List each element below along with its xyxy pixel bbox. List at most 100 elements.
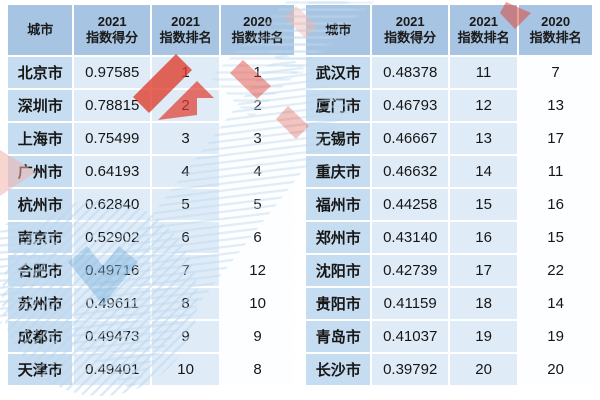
table-row: 天津市 0.49401 10 8 bbox=[8, 354, 294, 385]
table-row: 杭州市 0.62840 5 5 bbox=[8, 189, 294, 220]
score-cell: 0.44258 bbox=[372, 189, 448, 220]
table-row: 青岛市 0.41037 19 19 bbox=[306, 321, 592, 352]
rank-2020-cell: 14 bbox=[519, 288, 592, 319]
rank-2021-cell: 12 bbox=[449, 90, 518, 121]
city-cell: 厦门市 bbox=[306, 90, 371, 121]
rank-2020-cell: 22 bbox=[519, 255, 592, 286]
rank-2020-cell: 1 bbox=[221, 57, 294, 88]
city-cell: 合肥市 bbox=[8, 255, 73, 286]
table-row: 北京市 0.97585 1 1 bbox=[8, 57, 294, 88]
score-cell: 0.39792 bbox=[372, 354, 448, 385]
rank-2021-cell: 18 bbox=[449, 288, 518, 319]
score-cell: 0.75499 bbox=[74, 123, 150, 154]
col-header-city: 城市 bbox=[306, 5, 371, 55]
city-cell: 广州市 bbox=[8, 156, 73, 187]
score-cell: 0.64193 bbox=[74, 156, 150, 187]
table-row: 南京市 0.52902 6 6 bbox=[8, 222, 294, 253]
city-cell: 苏州市 bbox=[8, 288, 73, 319]
col-header-rank-2021: 2021 指数排名 bbox=[151, 5, 220, 55]
city-cell: 天津市 bbox=[8, 354, 73, 385]
score-cell: 0.41159 bbox=[372, 288, 448, 319]
city-cell: 上海市 bbox=[8, 123, 73, 154]
city-cell: 郑州市 bbox=[306, 222, 371, 253]
city-cell: 成都市 bbox=[8, 321, 73, 352]
header-row: 城市 2021 指数得分 2021 指数排名 2020 指数排名 bbox=[306, 5, 592, 55]
ranking-table-left: 城市 2021 指数得分 2021 指数排名 2020 指数排名 北京市 0.9… bbox=[6, 3, 296, 387]
score-cell: 0.49716 bbox=[74, 255, 150, 286]
col-header-rank-2020: 2020 指数排名 bbox=[221, 5, 294, 55]
rank-2021-cell: 19 bbox=[449, 321, 518, 352]
city-cell: 沈阳市 bbox=[306, 255, 371, 286]
score-cell: 0.43140 bbox=[372, 222, 448, 253]
score-cell: 0.41037 bbox=[372, 321, 448, 352]
table-row: 广州市 0.64193 4 4 bbox=[8, 156, 294, 187]
col-header-rank-2021: 2021 指数排名 bbox=[449, 5, 518, 55]
city-cell: 福州市 bbox=[306, 189, 371, 220]
ranking-table-right: 城市 2021 指数得分 2021 指数排名 2020 指数排名 武汉市 0.4… bbox=[304, 3, 594, 387]
city-cell: 深圳市 bbox=[8, 90, 73, 121]
table-row: 厦门市 0.46793 12 13 bbox=[306, 90, 592, 121]
score-cell: 0.46667 bbox=[372, 123, 448, 154]
rank-2021-cell: 7 bbox=[151, 255, 220, 286]
city-cell: 南京市 bbox=[8, 222, 73, 253]
table-row: 重庆市 0.46632 14 11 bbox=[306, 156, 592, 187]
rank-2021-cell: 9 bbox=[151, 321, 220, 352]
header-row: 城市 2021 指数得分 2021 指数排名 2020 指数排名 bbox=[8, 5, 294, 55]
rank-2020-cell: 17 bbox=[519, 123, 592, 154]
rank-2021-cell: 17 bbox=[449, 255, 518, 286]
col-header-rank-2020: 2020 指数排名 bbox=[519, 5, 592, 55]
city-cell: 长沙市 bbox=[306, 354, 371, 385]
col-header-score-2021: 2021 指数得分 bbox=[372, 5, 448, 55]
score-cell: 0.49473 bbox=[74, 321, 150, 352]
table-row: 成都市 0.49473 9 9 bbox=[8, 321, 294, 352]
rank-2021-cell: 8 bbox=[151, 288, 220, 319]
table-row: 沈阳市 0.42739 17 22 bbox=[306, 255, 592, 286]
rank-2020-cell: 15 bbox=[519, 222, 592, 253]
table-header: 城市 2021 指数得分 2021 指数排名 2020 指数排名 bbox=[306, 5, 592, 55]
rank-2020-cell: 8 bbox=[221, 354, 294, 385]
rank-2021-cell: 11 bbox=[449, 57, 518, 88]
table-row: 上海市 0.75499 3 3 bbox=[8, 123, 294, 154]
score-cell: 0.46632 bbox=[372, 156, 448, 187]
score-cell: 0.62840 bbox=[74, 189, 150, 220]
city-cell: 贵阳市 bbox=[306, 288, 371, 319]
score-cell: 0.48378 bbox=[372, 57, 448, 88]
score-cell: 0.97585 bbox=[74, 57, 150, 88]
rank-2020-cell: 16 bbox=[519, 189, 592, 220]
rank-2021-cell: 20 bbox=[449, 354, 518, 385]
rank-2020-cell: 13 bbox=[519, 90, 592, 121]
rank-2020-cell: 11 bbox=[519, 156, 592, 187]
score-cell: 0.49401 bbox=[74, 354, 150, 385]
city-cell: 青岛市 bbox=[306, 321, 371, 352]
rank-2020-cell: 12 bbox=[221, 255, 294, 286]
rank-2021-cell: 16 bbox=[449, 222, 518, 253]
tables-container: 城市 2021 指数得分 2021 指数排名 2020 指数排名 北京市 0.9… bbox=[6, 3, 594, 387]
city-cell: 杭州市 bbox=[8, 189, 73, 220]
rank-2021-cell: 4 bbox=[151, 156, 220, 187]
score-cell: 0.42739 bbox=[372, 255, 448, 286]
rank-2020-cell: 5 bbox=[221, 189, 294, 220]
rank-2020-cell: 6 bbox=[221, 222, 294, 253]
rank-2021-cell: 10 bbox=[151, 354, 220, 385]
rank-2020-cell: 4 bbox=[221, 156, 294, 187]
rank-2020-cell: 10 bbox=[221, 288, 294, 319]
col-header-city: 城市 bbox=[8, 5, 73, 55]
table-row: 合肥市 0.49716 7 12 bbox=[8, 255, 294, 286]
rank-2020-cell: 7 bbox=[519, 57, 592, 88]
score-cell: 0.49611 bbox=[74, 288, 150, 319]
rank-2021-cell: 2 bbox=[151, 90, 220, 121]
rank-2021-cell: 14 bbox=[449, 156, 518, 187]
table-row: 武汉市 0.48378 11 7 bbox=[306, 57, 592, 88]
table-row: 长沙市 0.39792 20 20 bbox=[306, 354, 592, 385]
table-header: 城市 2021 指数得分 2021 指数排名 2020 指数排名 bbox=[8, 5, 294, 55]
rank-2021-cell: 3 bbox=[151, 123, 220, 154]
rank-2021-cell: 5 bbox=[151, 189, 220, 220]
table-row: 郑州市 0.43140 16 15 bbox=[306, 222, 592, 253]
city-cell: 武汉市 bbox=[306, 57, 371, 88]
table-row: 无锡市 0.46667 13 17 bbox=[306, 123, 592, 154]
rank-2020-cell: 19 bbox=[519, 321, 592, 352]
rank-2021-cell: 6 bbox=[151, 222, 220, 253]
rank-2020-cell: 9 bbox=[221, 321, 294, 352]
rank-2021-cell: 13 bbox=[449, 123, 518, 154]
